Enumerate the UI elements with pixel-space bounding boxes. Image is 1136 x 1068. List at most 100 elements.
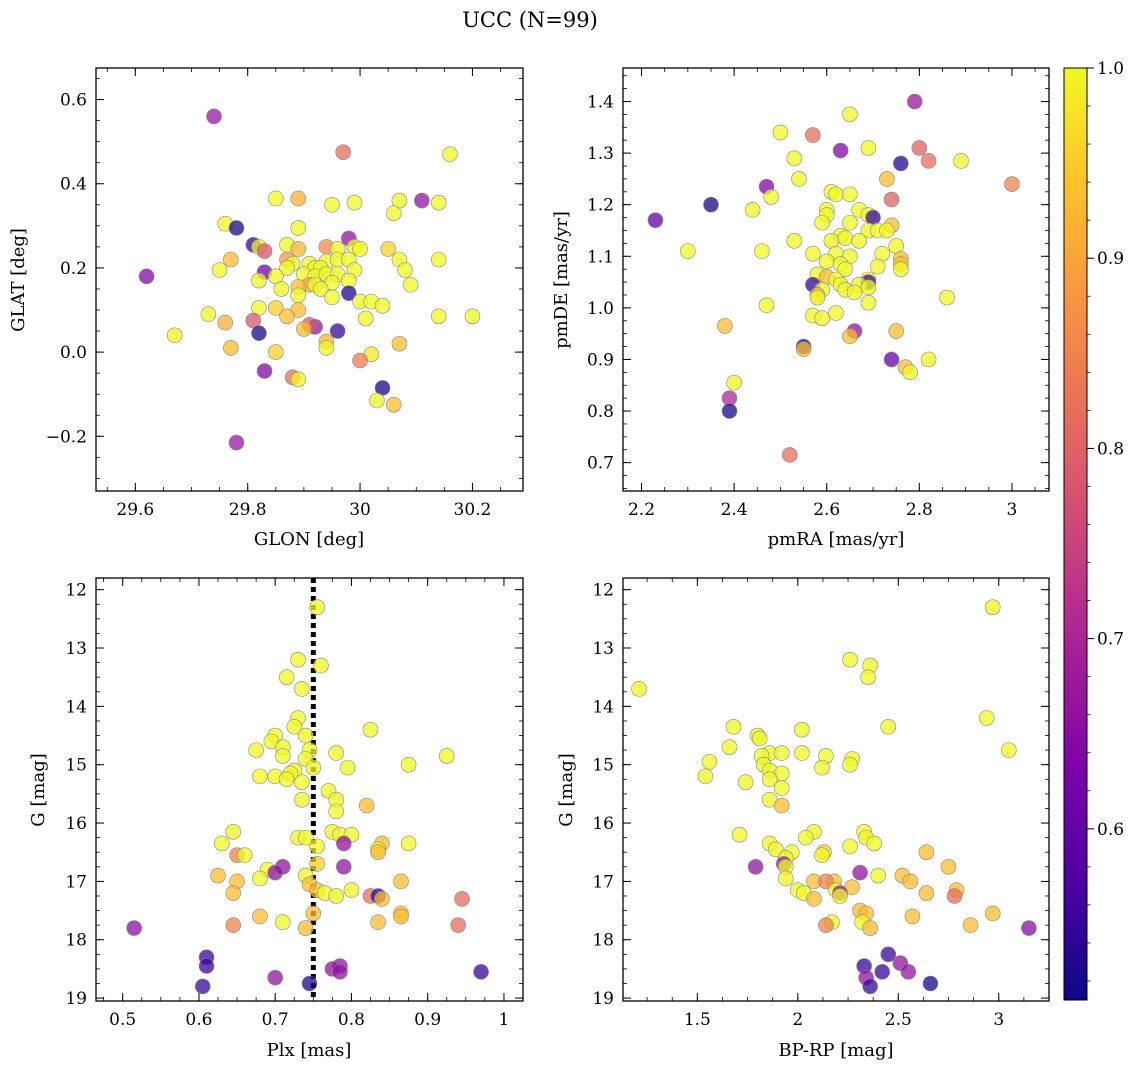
scatter-point <box>248 742 264 758</box>
scatter-point <box>744 202 761 218</box>
scatter-point <box>279 308 295 325</box>
scatter-point <box>879 171 895 187</box>
y-tick-label: 1.1 <box>587 247 614 267</box>
axes-frame <box>622 67 1050 492</box>
colorbar-tick-label: 0.7 <box>1097 630 1124 650</box>
scatter-point <box>438 748 455 764</box>
plot-area <box>126 578 489 1001</box>
scatter-point <box>214 835 230 852</box>
scatter-point <box>725 718 742 735</box>
scatter-point <box>773 797 790 814</box>
scatter-point <box>450 917 466 933</box>
scatter-point <box>414 192 430 209</box>
scatter-point <box>851 233 867 249</box>
y-axis-label: G [mag] <box>556 753 577 826</box>
scatter-point <box>278 669 295 685</box>
x-tick-label: 0.5 <box>109 1010 136 1030</box>
scatter-point <box>860 279 877 296</box>
scatter-point <box>267 864 283 881</box>
scatter-point <box>869 258 886 275</box>
scatter-point <box>267 969 283 986</box>
colorbar: 0.6 0.7 0.8 0.9 1.0 <box>1063 59 1124 1001</box>
scatter-point <box>346 194 363 211</box>
scatter-point <box>978 710 995 726</box>
x-tick-label: 29.6 <box>116 500 154 520</box>
scatter-point <box>256 243 273 259</box>
scatter-point <box>814 214 830 231</box>
scatter-point <box>352 241 368 257</box>
scatter-point <box>329 323 346 339</box>
x-tick-label: 29.8 <box>229 500 267 520</box>
scatter-point <box>860 140 877 156</box>
y-tick-label: 1.0 <box>587 299 614 319</box>
scatter-point <box>842 756 858 773</box>
scatter-point <box>814 310 830 326</box>
axes-frame <box>95 67 524 492</box>
panel-plx-g: Plx [mas] G [mag] 0.5 0.6 0.7 0.8 0.9 1 12 13 14… <box>28 577 524 1061</box>
scatter-point <box>754 243 770 259</box>
y-axis-label: G [mag] <box>28 753 49 826</box>
x-tick-label: 0.8 <box>338 1010 365 1030</box>
scatter-point <box>294 681 310 697</box>
y-axis-label: pmDE [mas/yr] <box>551 211 572 349</box>
scatter-point <box>252 870 268 887</box>
scatter-point <box>279 260 295 276</box>
y-tick-label: 0.9 <box>587 350 614 370</box>
y-tick-label: 13 <box>65 639 87 659</box>
scatter-point <box>918 844 935 861</box>
scatter-point <box>267 190 284 207</box>
scatter-point <box>393 873 409 890</box>
scatter-point <box>814 759 830 776</box>
scatter-point <box>358 797 375 814</box>
x-tick-label: 0.9 <box>414 1010 441 1030</box>
scatter-point <box>837 261 854 277</box>
scatter-point <box>862 920 878 936</box>
x-tick-label: 1.5 <box>684 1010 711 1030</box>
scatter-point <box>879 222 895 239</box>
scatter-point <box>225 917 242 933</box>
scatter-point <box>211 262 228 278</box>
scatter-point <box>374 298 391 314</box>
y-tick-label: 12 <box>592 581 614 601</box>
scatter-point <box>328 745 344 761</box>
y-tick-label: 16 <box>65 814 87 834</box>
scatter-point <box>312 281 329 297</box>
scatter-point <box>842 186 858 203</box>
plot-area <box>631 599 1037 995</box>
scatter-point <box>267 344 284 360</box>
scatter-point <box>763 189 779 205</box>
x-tick-label: 2.4 <box>721 500 748 520</box>
scatter-point <box>256 363 273 379</box>
x-tick-label: 2.2 <box>628 500 655 520</box>
y-tick-label: 0.2 <box>60 259 87 279</box>
y-tick-label: 19 <box>592 989 614 1009</box>
scatter-point <box>726 374 742 391</box>
scatter-point <box>309 838 325 855</box>
colorbar-tick-label: 1.0 <box>1097 59 1124 79</box>
y-tick-label: 0.4 <box>60 175 87 195</box>
x-tick-label: 2 <box>792 1010 803 1030</box>
scatter-point <box>737 774 754 791</box>
scatter-point <box>228 220 245 236</box>
scatter-point <box>357 310 374 327</box>
scatter-point <box>761 771 778 788</box>
scatter-point <box>341 285 357 301</box>
scatter-point <box>1004 176 1020 192</box>
scatter-point <box>842 838 858 855</box>
scatter-point <box>852 864 868 881</box>
scatter-point <box>631 681 647 697</box>
scatter-point <box>883 351 900 368</box>
y-tick-label: 16 <box>592 814 614 834</box>
scatter-point <box>210 867 226 884</box>
scatter-point <box>294 774 310 791</box>
scatter-point <box>352 352 368 369</box>
colorbar-tick-label: 0.6 <box>1097 820 1124 840</box>
scatter-point <box>842 328 858 345</box>
scatter-point <box>902 364 918 381</box>
axes-frame <box>95 577 524 1002</box>
y-tick-label: 17 <box>65 872 87 892</box>
scatter-point <box>860 669 876 685</box>
scatter-point <box>1001 742 1017 758</box>
scatter-point <box>339 759 356 776</box>
scatter-point <box>940 859 957 875</box>
